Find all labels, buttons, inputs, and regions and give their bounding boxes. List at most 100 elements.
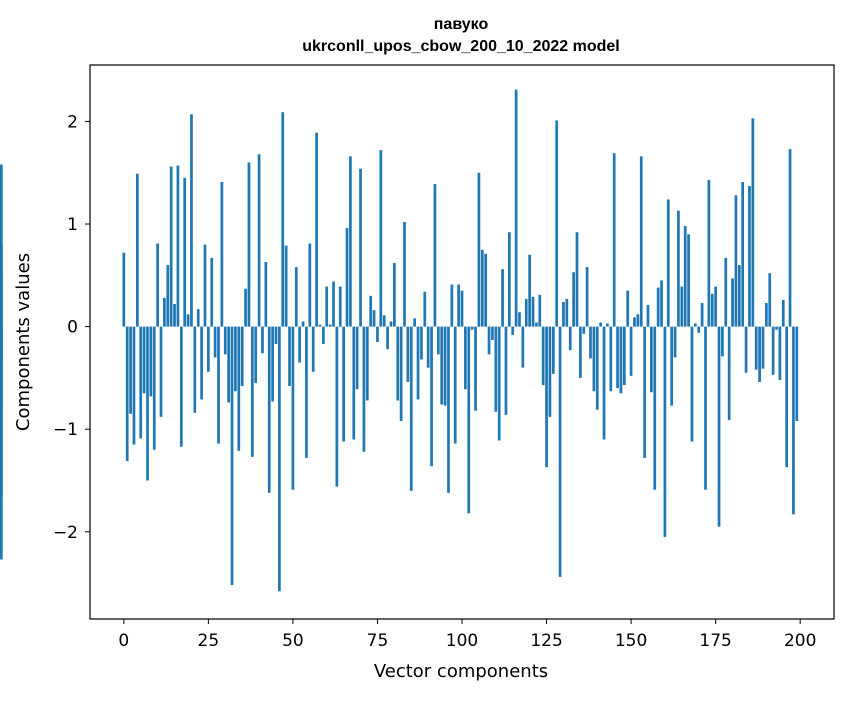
bar-8	[149, 326, 153, 397]
bar-42	[264, 261, 268, 327]
bar-108	[487, 326, 491, 355]
chart-title: павуко	[434, 16, 489, 33]
bar-140	[595, 326, 599, 410]
bar-33	[234, 326, 237, 392]
bar-27	[213, 326, 217, 358]
bar-134	[575, 232, 579, 327]
bar-19	[186, 314, 190, 327]
bar-141	[599, 322, 603, 327]
bar-24	[203, 244, 207, 327]
bar-40	[257, 154, 261, 327]
bar-166	[683, 226, 687, 327]
y-tick-label: 2	[67, 112, 78, 132]
bar-139	[592, 326, 596, 392]
bar-86	[413, 318, 417, 327]
bar-189	[761, 326, 765, 369]
bar-undefined	[0, 326, 3, 497]
bar-142	[602, 326, 606, 440]
bar-104	[474, 326, 477, 411]
bar-13	[166, 265, 170, 327]
bar-65	[342, 326, 345, 442]
bar-62	[332, 281, 335, 327]
bar-162	[670, 326, 674, 406]
bar-177	[721, 326, 724, 357]
chart-subtitle: ukrconll_upos_cbow_200_10_2022 model	[302, 38, 619, 55]
bar-118	[521, 326, 525, 368]
bar-57	[315, 132, 318, 327]
bar-127	[551, 326, 555, 374]
bar-120	[528, 254, 531, 327]
bar-159	[660, 280, 663, 327]
bar-5	[139, 326, 143, 439]
bar-60	[325, 286, 329, 327]
bar-193	[775, 326, 778, 330]
bar-68	[352, 326, 356, 440]
bar-190	[765, 303, 768, 327]
bar-163	[673, 326, 677, 358]
bar-31	[227, 326, 231, 403]
bar-46	[278, 326, 281, 592]
bar-43	[267, 326, 271, 493]
bar-106	[480, 249, 484, 327]
bar-172	[704, 326, 707, 490]
bar-87	[416, 326, 420, 400]
bar-18	[183, 177, 187, 327]
bar-83	[403, 221, 406, 327]
bar-26	[210, 257, 214, 327]
bar-129	[558, 326, 562, 577]
bar-81	[396, 326, 400, 401]
bar-146	[616, 326, 619, 389]
bar-35	[240, 326, 244, 387]
bar-157	[653, 326, 657, 490]
bar-72	[365, 326, 369, 401]
bar-45	[274, 326, 278, 345]
bar-11	[159, 326, 163, 417]
x-tick-label: 0	[118, 631, 129, 651]
x-tick-label: 100	[446, 631, 478, 651]
bar-79	[389, 321, 393, 327]
x-tick-label: 200	[784, 631, 816, 651]
bar-130	[562, 301, 565, 327]
bar-88	[420, 326, 423, 360]
x-axis: 0 25 50 75 100 125 150 175 200	[118, 619, 816, 651]
bar-182	[737, 265, 741, 327]
y-tick-label: −1	[53, 420, 78, 440]
x-tick-label: 125	[530, 631, 562, 651]
bar-133	[572, 272, 575, 327]
bar-12	[163, 297, 166, 327]
bar-135	[579, 326, 582, 378]
bar-38	[250, 326, 254, 457]
bar-195	[781, 299, 785, 327]
bar-176	[717, 326, 721, 527]
bar-149	[626, 290, 630, 327]
bar-144	[609, 326, 613, 392]
bar-75	[376, 326, 379, 342]
bar-55	[308, 243, 312, 327]
bar-126	[548, 326, 552, 417]
bar-105	[477, 172, 481, 327]
bar-183	[741, 181, 745, 327]
bar-148	[622, 326, 626, 386]
bar-7	[146, 326, 149, 481]
bar-6	[142, 326, 146, 394]
x-tick-label: 175	[699, 631, 731, 651]
bar-167	[687, 234, 690, 327]
bar-112	[501, 269, 504, 327]
bar-136	[582, 326, 586, 334]
bar-51	[294, 267, 298, 327]
bar-138	[589, 326, 592, 359]
bar-109	[491, 326, 494, 340]
bar-145	[612, 153, 616, 327]
bar-91	[430, 326, 433, 467]
bar-2	[129, 326, 132, 414]
bar-34	[237, 326, 241, 451]
bar-90	[426, 326, 430, 368]
bar-95	[443, 326, 447, 406]
bar-14	[169, 166, 173, 327]
bar-107	[484, 253, 488, 327]
bar-170	[697, 326, 701, 333]
bar-50	[291, 326, 295, 490]
bar-63	[335, 326, 339, 487]
bar-70	[359, 168, 362, 327]
